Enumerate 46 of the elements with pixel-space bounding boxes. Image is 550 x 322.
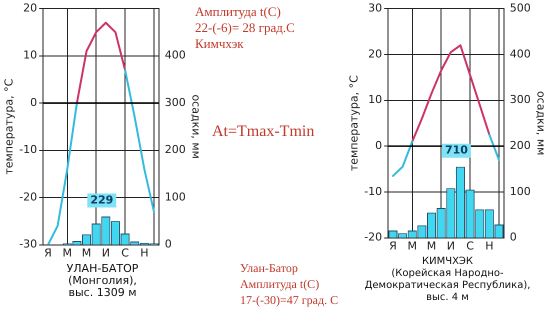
y-tick-label: 10 [368, 93, 382, 106]
y-tick-label: 10 [23, 48, 38, 62]
y2-tick-label: 0 [510, 230, 517, 244]
y2-tick-label: 300 [510, 93, 531, 106]
x-tick-label: М [426, 239, 436, 252]
x-tick-label: Н [140, 246, 148, 260]
x-tick-label: С [121, 246, 130, 260]
y2-tick-label: 400 [164, 48, 186, 62]
y-tick-label: 20 [23, 1, 38, 14]
y-tick-label: 30 [368, 1, 382, 14]
x-tick-label: М [62, 246, 72, 260]
x-tick-label: И [446, 239, 455, 252]
x-tick-label: М [82, 246, 92, 260]
y-tick-label: 0 [30, 96, 38, 109]
x-tick-label: Я [44, 246, 52, 260]
x-tick-label: М [408, 239, 418, 252]
y-tick-label: -20 [364, 230, 382, 244]
y2-tick-label: 100 [164, 190, 186, 204]
y2-tick-label: 500 [510, 1, 531, 14]
y2-tick-label: 200 [164, 143, 186, 156]
y2-tick-label: 200 [510, 138, 531, 152]
x-tick-label: И [102, 246, 110, 260]
x-tick-label: Я [389, 239, 397, 252]
y2-tick-label: 0 [164, 238, 172, 251]
text: At=Tmax-Tmin [212, 123, 314, 140]
y2-tick-label: 300 [164, 96, 186, 109]
x-axis-title: КИМЧХЭК (Корейская Народно- Демократическая Республика), выс. 4 м [364, 256, 532, 304]
x-axis-title: УЛАН-БАТОР (Монголия), выс. 1309 м [66, 262, 140, 299]
text: Улан-Батор Амплитуда t(C) 17-(-30)=47 град. С [240, 260, 338, 308]
annotation: 229 [90, 193, 114, 206]
y2-tick-label: 400 [510, 47, 531, 60]
y-tick-label: 20 [368, 47, 382, 60]
y2-axis-title: осадки, мм [534, 90, 548, 156]
y-tick-label: -10 [19, 143, 38, 156]
x-tick-label: Н [485, 239, 494, 252]
y2-tick-label: 100 [510, 184, 531, 198]
y2-axis-title: осадки, мм [190, 94, 203, 159]
x-tick-label: С [466, 239, 474, 252]
y-tick-label: -30 [19, 238, 38, 251]
y-axis-title: температура, °С [347, 74, 360, 172]
annotation: 710 [444, 144, 468, 157]
y-tick-label: 0 [375, 138, 382, 152]
y-tick-label: -10 [364, 184, 382, 198]
text: Амплитуда t(C) 22-(-6)= 28 град.С Кимчхэк [195, 4, 295, 52]
y-tick-label: -20 [19, 190, 38, 204]
y-axis-title: температура, °С [2, 78, 16, 175]
